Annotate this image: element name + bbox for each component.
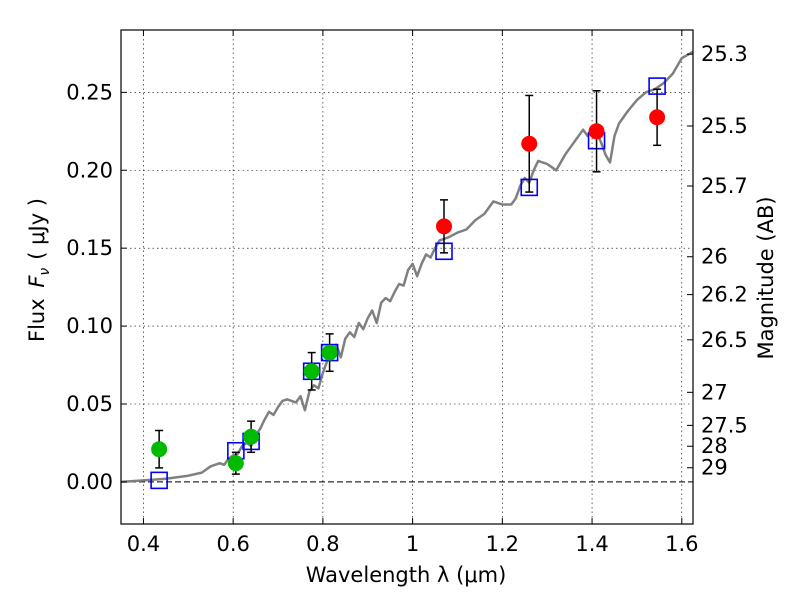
y-axis-label-prefix: Flux [25, 292, 49, 342]
data-point-marker [436, 218, 453, 235]
x-tick-label: 1.4 [575, 532, 608, 556]
y2-tick-label: 25.5 [701, 114, 748, 138]
y2-tick-label: 29 [701, 456, 728, 480]
data-point-marker [243, 428, 260, 445]
y2-tick-label: 27.5 [701, 413, 748, 437]
y-tick-label: 0.15 [66, 236, 113, 260]
y-axis-label-unit: ( μJy ) [25, 198, 49, 260]
data-point-marker [588, 123, 605, 140]
x-tick-label: 0.4 [127, 532, 160, 556]
x-tick-label: 0.6 [216, 532, 249, 556]
y-tick-label: 0.10 [66, 314, 113, 338]
data-point-marker [303, 363, 320, 380]
data-point-marker [521, 135, 538, 152]
y2-tick-label: 26.5 [701, 328, 748, 352]
axis-ticks: 0.4 0.6 0.8 1 1.2 1.4 1.6 0.00 0.05 0.10 0.15 0.20 0… [66, 30, 748, 556]
y-tick-label: 0.20 [66, 158, 113, 182]
plot-area [120, 50, 694, 490]
x-tick-label: 0.8 [306, 532, 339, 556]
spectrum-line [120, 50, 694, 484]
data-point-marker [649, 109, 666, 126]
data-point-marker [321, 344, 338, 361]
y-tick-label: 0.00 [66, 470, 113, 494]
y2-tick-label: 26.2 [701, 283, 748, 307]
y-tick-label: 0.05 [66, 392, 113, 416]
y2-tick-label: 25.3 [701, 42, 748, 66]
axes-frame [120, 29, 694, 525]
data-point-marker [151, 441, 168, 458]
data-point-marker [227, 455, 244, 472]
y-axis-label-symbol: F [25, 275, 49, 288]
x-tick-label: 1.6 [665, 532, 698, 556]
y2-tick-label: 27 [701, 380, 728, 404]
x-tick-label: 1 [406, 532, 419, 556]
y-axis-label-subscript: ν [37, 268, 53, 276]
x-tick-label: 1.2 [486, 532, 519, 556]
x-axis-label: Wavelength λ (μm) [306, 563, 507, 587]
y2-tick-label: 26 [701, 245, 728, 269]
y2-tick-label: 28 [701, 434, 728, 458]
model-square-marker [150, 471, 168, 490]
y-tick-label: 0.25 [66, 80, 113, 104]
secondary-y-axis-label: Magnitude (AB) [754, 196, 778, 359]
y-axis-label: Flux Fν ( μJy ) [25, 198, 53, 342]
y2-tick-label: 25.7 [701, 174, 748, 198]
